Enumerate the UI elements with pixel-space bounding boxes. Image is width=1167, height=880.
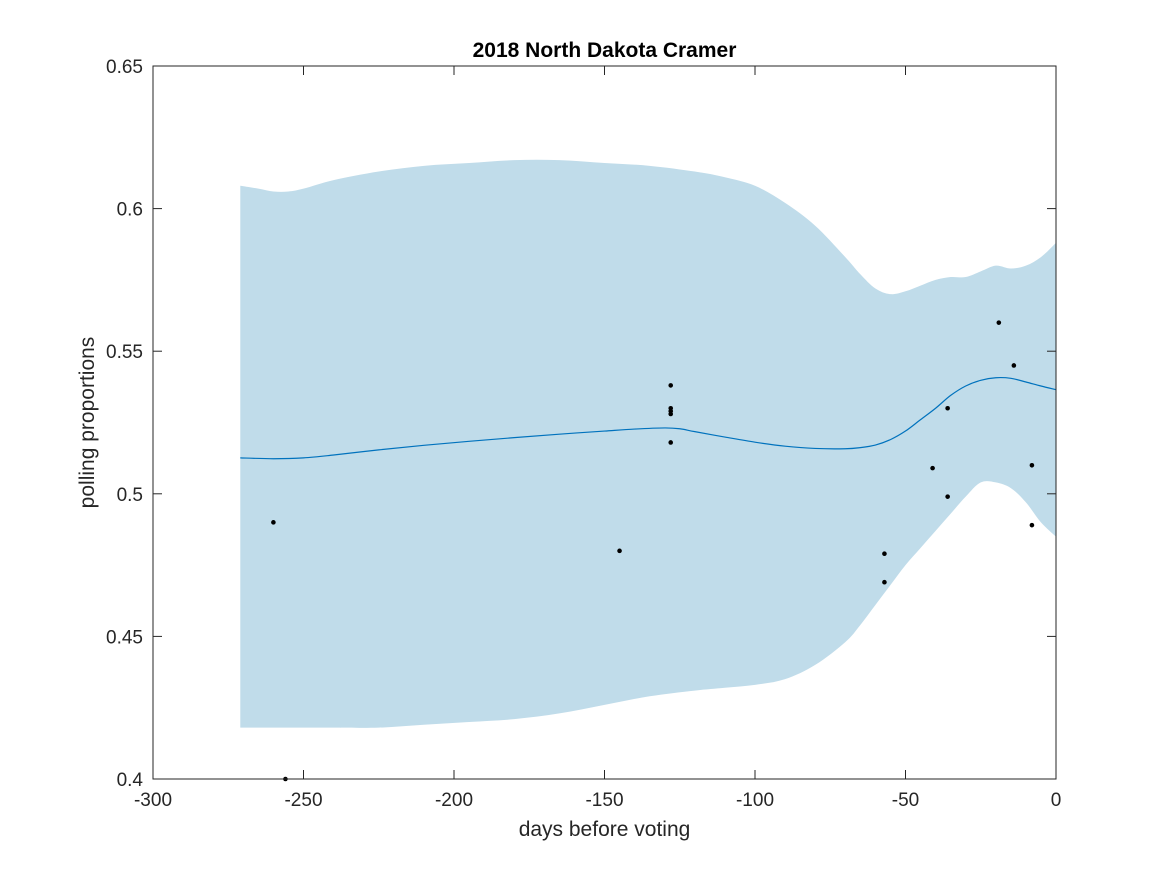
x-tick-label: 0	[1051, 790, 1062, 811]
y-tick-label: 0.65	[106, 57, 143, 78]
data-point	[668, 440, 674, 445]
y-tick-label: 0.4	[117, 770, 144, 791]
y-tick-label: 0.55	[106, 342, 143, 363]
data-point	[945, 405, 950, 411]
data-point	[945, 494, 950, 499]
x-tick-label: -300	[134, 790, 172, 811]
x-tick-label: -200	[435, 790, 473, 811]
ticks-layer: -300 -250 -200 -150 -100 -50 0 0.4 0.45 0.5 0.55 0.…	[106, 57, 1061, 811]
data-point	[1011, 363, 1017, 368]
y-axis-label: polling proportions	[76, 337, 99, 509]
data-point	[882, 551, 887, 556]
chart-title: 2018 North Dakota Cramer	[473, 39, 737, 62]
x-axis-label: days before voting	[519, 818, 691, 841]
data-point	[882, 579, 887, 585]
y-tick-label: 0.6	[117, 200, 143, 221]
x-tick-label: -250	[284, 790, 322, 811]
data-point	[1029, 522, 1035, 528]
y-tick-label: 0.45	[106, 627, 143, 648]
data-point	[617, 548, 622, 554]
confidence-band	[240, 159, 1057, 728]
plot-layer	[240, 159, 1057, 782]
data-point	[271, 520, 276, 525]
data-point	[930, 465, 935, 471]
data-point	[1029, 462, 1035, 468]
mean-line	[240, 376, 1057, 460]
data-point	[996, 320, 1002, 325]
x-tick-label: -100	[736, 790, 774, 811]
data-point	[668, 383, 674, 388]
x-tick-label: -50	[892, 790, 919, 811]
data-point	[668, 411, 674, 417]
x-tick-label: -150	[585, 790, 623, 811]
y-tick-label: 0.5	[117, 485, 143, 506]
